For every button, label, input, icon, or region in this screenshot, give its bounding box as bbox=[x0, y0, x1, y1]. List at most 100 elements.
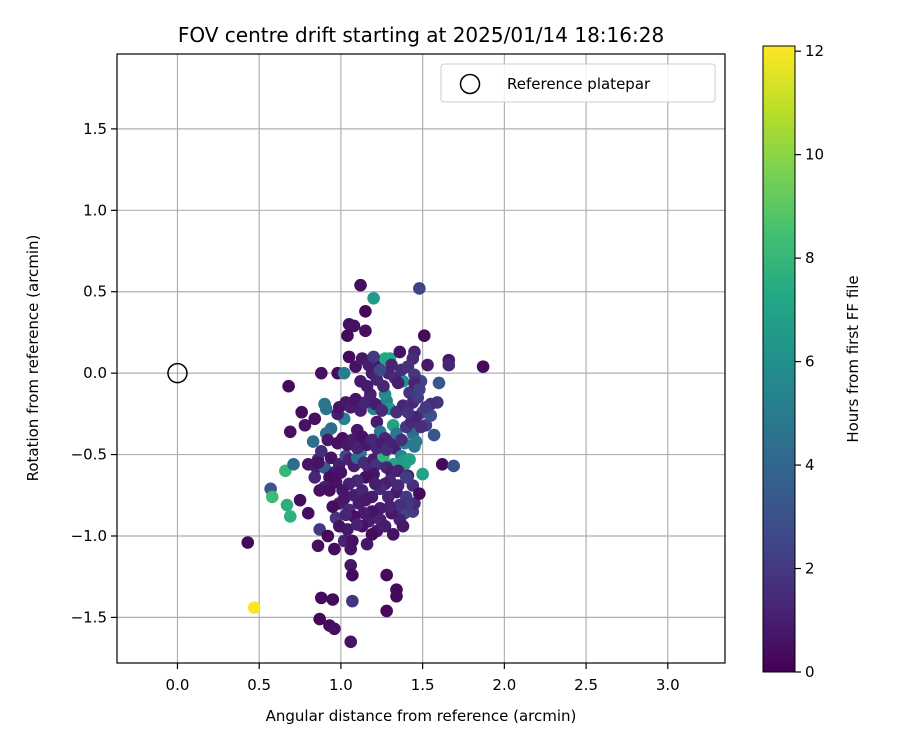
scatter-point bbox=[344, 558, 358, 572]
scatter-point bbox=[337, 492, 351, 505]
scatter-point bbox=[241, 536, 255, 549]
colorbar-ticks: 0 2 4 6 8 10 12 bbox=[795, 42, 824, 681]
scatter-point bbox=[283, 510, 297, 523]
scatter-point bbox=[359, 324, 372, 338]
colorbar-tick-label: 0 bbox=[805, 663, 815, 681]
y-tick-label: 0.5 bbox=[83, 283, 107, 301]
scatter-point bbox=[293, 493, 307, 507]
y-tick-label: −1.0 bbox=[71, 527, 107, 545]
scatter-point bbox=[298, 418, 312, 432]
scatter-point bbox=[421, 358, 434, 372]
scatter-point bbox=[350, 518, 364, 531]
scatter-point bbox=[321, 529, 335, 543]
scatter-point bbox=[413, 487, 426, 500]
scatter-point bbox=[308, 471, 322, 484]
scatter-point bbox=[344, 635, 358, 649]
colorbar-tick-label: 10 bbox=[805, 146, 824, 164]
scatter-point bbox=[378, 519, 392, 533]
scatter-point bbox=[395, 433, 408, 447]
scatter-point bbox=[403, 453, 416, 466]
y-tick-label: 1.0 bbox=[83, 201, 107, 219]
x-tick-label: 0.0 bbox=[166, 676, 190, 694]
scatter-point bbox=[315, 445, 328, 458]
scatter-point bbox=[355, 484, 369, 497]
scatter-point bbox=[390, 589, 403, 603]
scatter-point bbox=[368, 477, 382, 491]
data-points bbox=[241, 278, 490, 649]
scatter-point bbox=[346, 568, 359, 582]
scatter-point bbox=[417, 329, 431, 343]
scatter-point bbox=[337, 366, 351, 380]
scatter-point bbox=[359, 493, 372, 507]
x-tick-label: 2.5 bbox=[574, 676, 598, 694]
legend-marker bbox=[459, 73, 481, 95]
scatter-point bbox=[416, 467, 429, 481]
scatter-point bbox=[413, 383, 426, 396]
x-tick-label: 1.0 bbox=[329, 676, 353, 694]
scatter-point bbox=[342, 350, 356, 364]
scatter-point bbox=[341, 329, 354, 343]
scatter-point bbox=[311, 456, 325, 470]
scatter-point bbox=[301, 506, 315, 520]
scatter-point bbox=[306, 435, 320, 448]
y-tick-label: −0.5 bbox=[71, 446, 107, 464]
scatter-point bbox=[385, 358, 398, 372]
scatter-point bbox=[357, 506, 371, 520]
scatter-point bbox=[346, 594, 359, 608]
colorbar-tick-label: 2 bbox=[805, 560, 815, 578]
scatter-point bbox=[247, 601, 261, 614]
scatter-point bbox=[399, 471, 413, 484]
scatter-point bbox=[375, 404, 389, 417]
scatter-point bbox=[419, 401, 433, 414]
scatter-point bbox=[360, 537, 374, 551]
scatter-point bbox=[365, 528, 379, 541]
scatter-point bbox=[360, 379, 374, 393]
colorbar-tick-label: 4 bbox=[805, 456, 815, 474]
y-axis-ticks: −1.5 −1.0 −0.5 0.0 0.5 1.0 1.5 bbox=[71, 120, 117, 626]
scatter-point bbox=[391, 376, 405, 390]
y-tick-label: −1.5 bbox=[71, 608, 107, 626]
legend-box bbox=[440, 63, 716, 103]
colorbar bbox=[762, 45, 796, 673]
x-tick-label: 1.5 bbox=[411, 676, 435, 694]
scatter-point bbox=[380, 568, 393, 582]
legend-label: Reference platepar bbox=[507, 75, 651, 93]
scatter-point bbox=[432, 376, 446, 390]
scatter-point bbox=[409, 435, 423, 448]
scatter-point bbox=[396, 519, 410, 533]
scatter-point bbox=[295, 405, 308, 419]
scatter-point bbox=[334, 466, 348, 479]
scatter-point bbox=[391, 479, 405, 492]
scatter-point bbox=[359, 304, 372, 318]
scatter-point bbox=[326, 593, 340, 606]
scatter-point bbox=[414, 420, 428, 434]
plot-frame bbox=[116, 53, 726, 664]
scatter-point bbox=[344, 542, 358, 556]
scatter-point bbox=[280, 498, 294, 512]
scatter-point bbox=[393, 498, 407, 512]
scatter-point bbox=[311, 539, 325, 553]
scatter-point bbox=[313, 484, 326, 497]
scatter-point bbox=[321, 433, 335, 447]
scatter-point bbox=[347, 319, 361, 333]
scatter-point bbox=[367, 350, 380, 364]
scatter-point bbox=[413, 282, 426, 295]
x-axis-label: Angular distance from reference (arcmin) bbox=[266, 707, 577, 725]
grid-lines bbox=[117, 54, 725, 663]
scatter-point bbox=[373, 363, 387, 377]
scatter-point bbox=[323, 471, 336, 484]
x-axis-ticks: 0.0 0.5 1.0 1.5 2.0 2.5 3.0 bbox=[166, 663, 680, 694]
x-tick-label: 0.5 bbox=[247, 676, 271, 694]
scatter-point bbox=[323, 484, 336, 497]
scatter-point bbox=[447, 459, 460, 473]
scatter-point bbox=[339, 508, 353, 522]
scatter-point bbox=[382, 490, 395, 504]
scatter-point bbox=[442, 358, 456, 372]
x-tick-label: 2.0 bbox=[492, 676, 516, 694]
scatter-point bbox=[435, 458, 449, 471]
scatter-point bbox=[328, 542, 341, 556]
scatter-point bbox=[350, 441, 364, 455]
scatter-point bbox=[308, 412, 322, 426]
scatter-point bbox=[383, 500, 397, 513]
